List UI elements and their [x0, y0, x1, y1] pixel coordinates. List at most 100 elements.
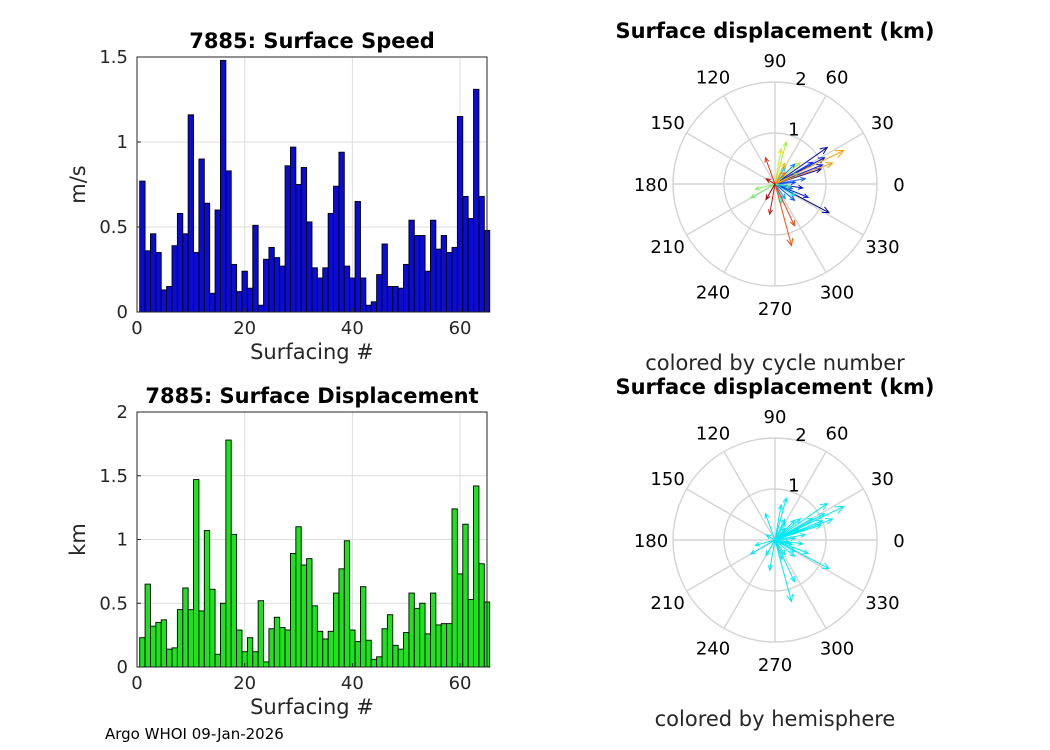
polar-cycle-vector-head [834, 149, 845, 158]
speed-bar [306, 221, 313, 313]
displacement-bar [311, 605, 318, 668]
polar-cycle-chart: 0 30 60 90 120 150 180 210 240 270 300 330 1 2 Surface… [615, 19, 934, 375]
polar-hemisphere-angle-label: 210 [650, 593, 684, 614]
polar-hemisphere-vector-head [789, 519, 796, 526]
polar-hemisphere-vector-head [789, 576, 795, 583]
displacement-xlabel: Surfacing # [250, 695, 374, 719]
polar-cycle-vector-head [785, 183, 792, 189]
displacement-bar [333, 592, 340, 668]
displacement-bar [316, 630, 324, 668]
displacement-bar [182, 587, 189, 668]
polar-hemisphere-angle-label: 240 [696, 638, 730, 659]
displacement-bar [295, 526, 302, 668]
polar-hemisphere-vector [754, 539, 776, 547]
polar-cycle-vector-head [765, 194, 771, 201]
speed-bar [413, 235, 421, 313]
polar-cycle-vector-head [807, 161, 814, 167]
displacement-bar [473, 485, 480, 668]
polar-cycle-vector [774, 176, 807, 185]
displacement-bar [246, 637, 254, 668]
polar-cycle-vector-head [795, 161, 802, 168]
polar-hemisphere-angle-label: 0 [893, 531, 904, 552]
displacement-bar [467, 598, 474, 668]
speed-bar [456, 116, 464, 313]
speed-xtick-label: 60 [449, 318, 472, 339]
polar-cycle-vector [765, 183, 776, 201]
polar-hemisphere-vector-shaft [755, 539, 776, 546]
speed-xtick-label: 0 [131, 318, 142, 339]
speed-bar [349, 277, 356, 313]
displacement-bar [252, 651, 259, 668]
polar-hemisphere-vector-shaft [774, 539, 795, 582]
displacement-bar [176, 609, 184, 668]
displacement-ytick-label: 1 [117, 530, 128, 551]
polar-cycle-ring [723, 132, 827, 236]
polar-cycle-vector [765, 178, 776, 185]
speed-axes-frame [136, 56, 488, 313]
polar-cycle-vector [749, 183, 776, 199]
polar-cycle-angle-label: 330 [865, 237, 899, 258]
polar-hemisphere-vector-head [780, 549, 786, 556]
polar-cycle-vector [774, 149, 845, 185]
polar-hemisphere-angle-label: 150 [650, 469, 684, 490]
polar-cycle-vector-shaft [774, 178, 806, 185]
polar-hemisphere-vector-shaft [774, 518, 801, 541]
displacement-bar [150, 625, 157, 668]
polar-cycle-angle-label: 240 [696, 282, 730, 303]
polar-cycle-vector-shaft [774, 147, 828, 185]
displacement-bar [198, 610, 205, 668]
polar-hemisphere-vector-head [749, 549, 756, 555]
speed-bar [311, 267, 318, 313]
polar-hemisphere-vector [774, 502, 829, 541]
polar-hemisphere-angle-label: 330 [865, 593, 899, 614]
polar-cycle-radius-label: 1 [788, 119, 799, 140]
polar-cycle-vector-head [789, 195, 796, 202]
displacement-bar [462, 523, 469, 668]
polar-hemisphere-vector [774, 505, 845, 541]
speed-bar [241, 270, 248, 313]
polar-hemisphere-vector-head [754, 541, 761, 547]
displacement-bar [236, 629, 243, 668]
polar-hemisphere-vector-head [825, 518, 834, 525]
polar-cycle-vector-head [749, 193, 756, 199]
speed-bar [236, 291, 243, 313]
displacement-bar [376, 656, 383, 668]
displacement-bar [300, 564, 308, 668]
displacement-bar [279, 627, 286, 668]
speed-bar [171, 245, 178, 313]
polar-hemisphere-ring [672, 437, 878, 643]
speed-bar [397, 287, 404, 313]
polar-cycle-vector-head [819, 146, 829, 155]
polar-hemisphere-vector-head [764, 512, 770, 519]
displacement-bar [386, 614, 394, 668]
polar-hemisphere-vector [774, 503, 783, 541]
speed-bar [182, 233, 189, 313]
speed-bar [338, 151, 345, 313]
displacement-bar [365, 639, 372, 668]
polar-cycle-vector-shaft [765, 178, 776, 185]
polar-cycle-vector-shaft [774, 171, 786, 185]
polar-hemisphere-vector-head [803, 549, 810, 555]
displacement-bar [225, 439, 232, 668]
speed-bar [435, 248, 442, 313]
polar-cycle-vector-head [767, 209, 773, 216]
displacement-ytick-label: 0.5 [99, 593, 128, 614]
polar-cycle-angle-label: 60 [826, 68, 849, 89]
displacement-bar [257, 600, 264, 668]
polar-hemisphere-vector-shaft [774, 506, 844, 541]
polar-cycle-angle-label: 180 [634, 175, 668, 196]
polar-cycle-angle-label: 120 [696, 68, 730, 89]
speed-bar [467, 218, 474, 313]
polar-cycle-vector-head [765, 178, 772, 184]
polar-cycle-vector-head [789, 163, 796, 170]
polar-cycle-ring [672, 81, 878, 287]
polar-cycle-vector-shaft [774, 183, 786, 199]
polar-cycle-vector [774, 161, 802, 185]
speed-bar [424, 270, 431, 313]
polar-hemisphere-vector-head [834, 505, 845, 514]
polar-hemisphere-vector [774, 496, 788, 541]
speed-bar [155, 252, 162, 313]
displacement-bar [430, 592, 437, 668]
speed-bar [419, 235, 426, 313]
polar-cycle-vector-shaft [750, 183, 776, 199]
